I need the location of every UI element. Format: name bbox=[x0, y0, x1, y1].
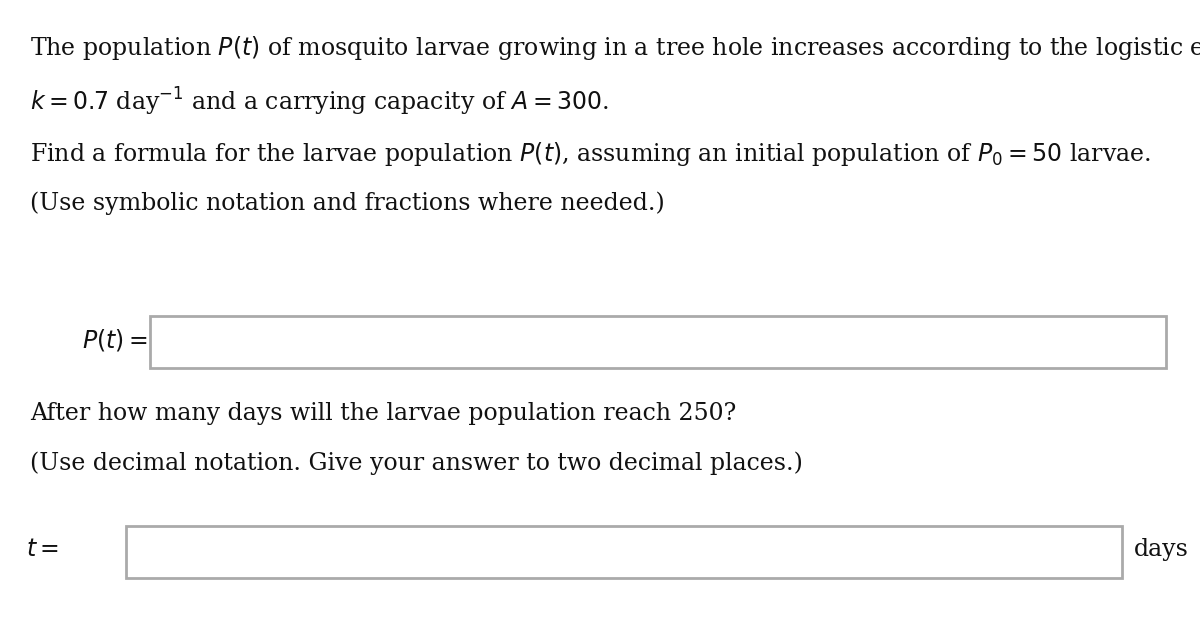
Text: Find a formula for the larvae population $P(t)$, assuming an initial population : Find a formula for the larvae population… bbox=[30, 140, 1151, 168]
Text: After how many days will the larvae population reach 250?: After how many days will the larvae popu… bbox=[30, 402, 737, 425]
Text: (Use decimal notation. Give your answer to two decimal places.): (Use decimal notation. Give your answer … bbox=[30, 452, 803, 475]
FancyBboxPatch shape bbox=[150, 316, 1166, 368]
FancyBboxPatch shape bbox=[126, 526, 1122, 578]
Text: $t =$: $t =$ bbox=[26, 538, 60, 561]
Text: The population $P(t)$ of mosquito larvae growing in a tree hole increases accord: The population $P(t)$ of mosquito larvae… bbox=[30, 34, 1200, 62]
Text: $k = 0.7$ day$^{-1}$ and a carrying capacity of $A = 300$.: $k = 0.7$ day$^{-1}$ and a carrying capa… bbox=[30, 86, 610, 118]
Text: (Use symbolic notation and fractions where needed.): (Use symbolic notation and fractions whe… bbox=[30, 191, 665, 215]
Text: days: days bbox=[1134, 538, 1189, 561]
Text: $P(t) =$: $P(t) =$ bbox=[82, 326, 148, 353]
